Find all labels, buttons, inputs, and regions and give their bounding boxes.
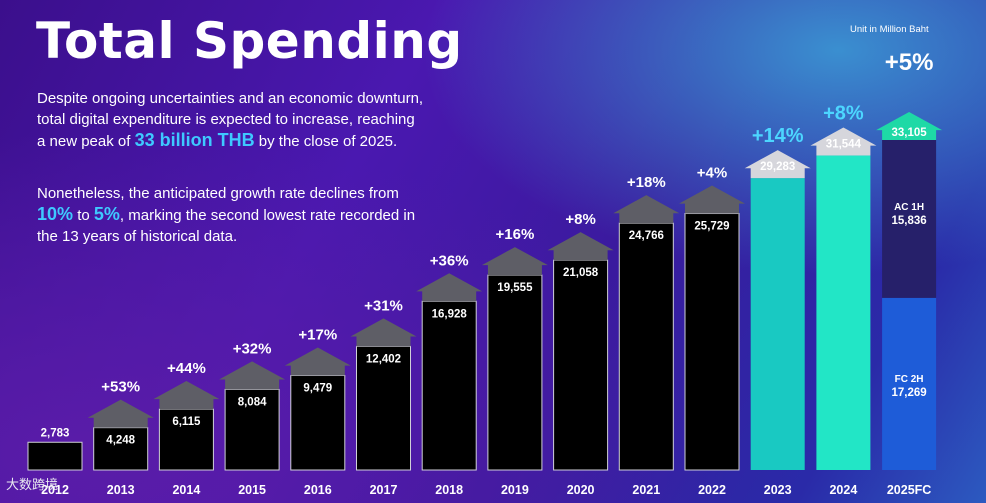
stack-label-fc-2h: FC 2H — [895, 374, 924, 385]
roof-2016 — [284, 347, 351, 376]
stack-value-ac-1h: 15,836 — [892, 215, 927, 227]
growth-label-2025FC: +5% — [885, 49, 934, 76]
value-label-2022: 25,729 — [694, 221, 729, 233]
category-label-2017: 2017 — [370, 483, 398, 497]
bar-2018 — [421, 300, 477, 471]
growth-label-2022: +4% — [697, 165, 727, 182]
growth-label-2023: +14% — [752, 125, 804, 147]
value-label-2013: 4,248 — [106, 435, 135, 447]
unit-note: Unit in Million Baht — [850, 24, 929, 35]
category-label-2016: 2016 — [304, 483, 332, 497]
roof-2019 — [481, 247, 548, 276]
bar-2025-ac-1h — [882, 140, 937, 298]
growth-label-2021: +18% — [627, 174, 666, 191]
roof-2025FC — [876, 112, 943, 140]
roof-2020 — [547, 232, 614, 261]
roof-2017 — [350, 318, 417, 347]
category-label-2014: 2014 — [172, 483, 200, 497]
bar-2022 — [684, 213, 740, 471]
category-label-2018: 2018 — [435, 483, 463, 497]
roof-2024 — [810, 127, 877, 156]
description-paragraph-2: Nonetheless, the anticipated growth rate… — [37, 183, 427, 247]
p1-highlight: 33 billion THB — [134, 130, 255, 150]
bar-2024 — [816, 155, 871, 470]
value-label-2018: 16,928 — [432, 308, 468, 320]
p2-highlight-2: 5% — [93, 204, 120, 224]
bar-2025-fc-2h — [882, 297, 937, 470]
category-label-2019: 2019 — [501, 483, 529, 497]
value-label-2017: 12,402 — [366, 353, 401, 365]
roof-2023 — [744, 150, 811, 179]
category-label-2024: 2024 — [829, 483, 857, 497]
bar-2015 — [224, 388, 280, 471]
bar-2012 — [27, 441, 83, 471]
watermark-text: 大数跨境 — [6, 477, 59, 492]
category-label-2020: 2020 — [567, 483, 595, 497]
category-label-2013: 2013 — [107, 483, 135, 497]
growth-label-2019: +16% — [496, 226, 535, 243]
p2-text-mid: to — [73, 207, 94, 224]
value-label-2012: 2,783 — [41, 427, 70, 439]
description-paragraph-1: Despite ongoing uncertainties and an eco… — [37, 88, 427, 152]
value-label-2021: 24,766 — [629, 230, 664, 242]
bar-2016 — [290, 375, 346, 471]
category-label-2021: 2021 — [632, 483, 660, 497]
category-label-2025FC: 2025FC — [887, 483, 931, 497]
growth-label-2017: +31% — [364, 297, 403, 314]
bar-2017 — [356, 345, 411, 471]
growth-label-2014: +44% — [167, 360, 206, 377]
value-label-2019: 19,555 — [497, 282, 533, 294]
category-label-2015: 2015 — [238, 483, 266, 497]
value-label-2025FC: 33,105 — [892, 127, 928, 139]
bar-2019 — [487, 274, 543, 471]
growth-label-2015: +32% — [233, 340, 272, 357]
category-label-2012: 2012 — [41, 483, 69, 497]
roof-2013 — [87, 399, 154, 428]
chart-title: Total Spending — [36, 12, 463, 70]
value-label-2014: 6,115 — [172, 416, 201, 428]
bar-2023 — [750, 178, 805, 471]
growth-label-2013: +53% — [101, 379, 140, 396]
p2-highlight-1: 10% — [37, 204, 74, 224]
stack-label-ac-1h: AC 1H — [894, 202, 924, 213]
roof-2015 — [219, 361, 286, 390]
p2-text-pre: Nonetheless, the anticipated growth rate… — [37, 185, 399, 202]
bar-2020 — [553, 259, 609, 471]
p1-text-post: by the close of 2025. — [254, 133, 398, 150]
stack-value-fc-2h: 17,269 — [892, 387, 927, 399]
growth-label-2016: +17% — [298, 327, 337, 344]
p2-text-post: , marking the second lowest rate recorde… — [37, 207, 416, 245]
roof-2021 — [613, 195, 680, 224]
value-label-2024: 31,544 — [826, 139, 862, 151]
bar-2013 — [93, 427, 149, 471]
category-label-2023: 2023 — [764, 483, 792, 497]
growth-label-2024: +8% — [823, 103, 864, 125]
bar-2021 — [618, 222, 674, 471]
growth-label-2018: +36% — [430, 252, 469, 269]
value-label-2020: 21,058 — [563, 267, 599, 279]
value-label-2023: 29,283 — [760, 161, 795, 173]
bar-2014 — [158, 408, 214, 471]
roof-2022 — [679, 185, 745, 214]
growth-label-2020: +8% — [565, 211, 595, 228]
roof-2014 — [153, 381, 220, 410]
roof-2018 — [416, 273, 483, 302]
value-label-2016: 9,479 — [303, 383, 332, 395]
p1-text-pre: Despite ongoing uncertainties and an eco… — [37, 90, 424, 150]
value-label-2015: 8,084 — [238, 396, 267, 408]
category-label-2022: 2022 — [698, 483, 726, 497]
